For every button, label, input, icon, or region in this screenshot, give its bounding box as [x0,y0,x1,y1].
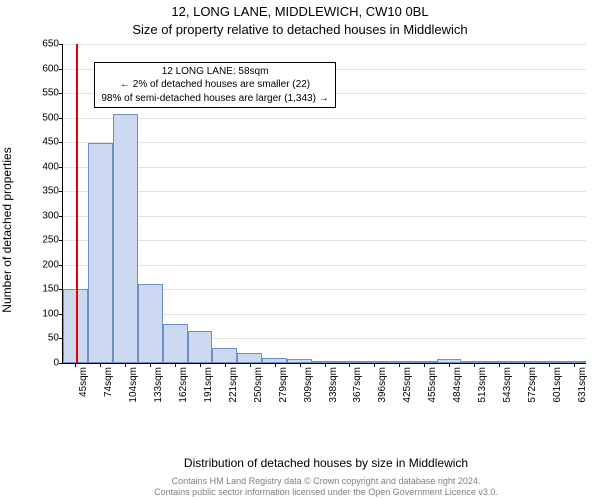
x-tick-label: 455sqm [427,367,438,403]
y-tick-label: 150 [42,284,59,295]
credit-line1: Contains HM Land Registry data © Crown c… [62,476,590,487]
callout-line2: ← 2% of detached houses are smaller (22) [101,78,328,92]
y-tick-mark [59,265,63,266]
y-tick-label: 550 [42,88,59,99]
x-tick-label: 543sqm [502,367,513,403]
x-tick-mark [250,363,251,367]
x-tick-label: 572sqm [527,367,538,403]
x-axis-label: Distribution of detached houses by size … [62,456,590,470]
y-tick-label: 50 [48,333,59,344]
x-tick-mark [549,363,550,367]
chart-title-line1: 12, LONG LANE, MIDDLEWICH, CW10 0BL [0,4,600,19]
y-tick-label: 300 [42,210,59,221]
histogram-bar [163,324,188,363]
x-tick-mark [75,363,76,367]
x-tick-mark [349,363,350,367]
chart-container: 12, LONG LANE, MIDDLEWICH, CW10 0BL Size… [0,0,600,500]
credit-text: Contains HM Land Registry data © Crown c… [62,476,590,499]
y-tick-label: 200 [42,259,59,270]
x-tick-mark [499,363,500,367]
y-axis-label: Number of detached properties [0,65,14,230]
x-tick-mark [325,363,326,367]
x-tick-label: 221sqm [228,367,239,403]
y-tick-label: 500 [42,112,59,123]
x-tick-mark [300,363,301,367]
x-tick-label: 250sqm [253,367,264,403]
x-tick-label: 191sqm [203,367,214,403]
y-tick-mark [59,44,63,45]
gridline [63,167,586,168]
histogram-bar [188,331,213,363]
y-tick-mark [59,69,63,70]
x-tick-label: 162sqm [178,367,189,403]
y-tick-label: 100 [42,308,59,319]
plot-area: 0501001502002503003504004505005506006504… [62,44,586,364]
y-tick-mark [59,363,63,364]
x-tick-label: 631sqm [577,367,588,403]
x-tick-mark [449,363,450,367]
y-tick-label: 400 [42,161,59,172]
x-tick-label: 425sqm [402,367,413,403]
callout-box: 12 LONG LANE: 58sqm← 2% of detached hous… [94,62,335,109]
gridline [63,44,586,45]
x-tick-mark [574,363,575,367]
histogram-bar [212,348,237,363]
histogram-bar [88,143,113,363]
x-tick-label: 513sqm [477,367,488,403]
gridline [63,240,586,241]
x-tick-mark [225,363,226,367]
y-tick-label: 0 [53,358,59,369]
x-tick-label: 396sqm [377,367,388,403]
gridline [63,216,586,217]
x-tick-label: 309sqm [303,367,314,403]
plot: 0501001502002503003504004505005506006504… [62,44,586,412]
y-tick-label: 600 [42,63,59,74]
x-tick-mark [150,363,151,367]
x-tick-label: 45sqm [78,367,89,397]
x-tick-label: 338sqm [328,367,339,403]
x-tick-label: 484sqm [452,367,463,403]
x-tick-label: 367sqm [352,367,363,403]
x-tick-mark [474,363,475,367]
y-tick-mark [59,118,63,119]
x-tick-mark [524,363,525,367]
gridline [63,265,586,266]
gridline [63,142,586,143]
credit-line2: Contains public sector information licen… [62,487,590,498]
y-tick-mark [59,216,63,217]
x-tick-mark [125,363,126,367]
callout-line3: 98% of semi-detached houses are larger (… [101,92,328,106]
y-tick-label: 650 [42,39,59,50]
x-tick-label: 133sqm [153,367,164,403]
x-tick-mark [100,363,101,367]
y-tick-mark [59,142,63,143]
gridline [63,191,586,192]
x-tick-label: 601sqm [552,367,563,403]
reference-line [76,44,78,363]
x-tick-mark [200,363,201,367]
y-tick-mark [59,93,63,94]
x-tick-mark [424,363,425,367]
gridline [63,118,586,119]
x-tick-label: 74sqm [103,367,114,397]
y-tick-label: 450 [42,137,59,148]
x-tick-label: 279sqm [278,367,289,403]
x-tick-mark [399,363,400,367]
histogram-bar [138,284,163,363]
chart-title-line2: Size of property relative to detached ho… [0,22,600,37]
x-tick-label: 104sqm [128,367,139,403]
y-tick-label: 350 [42,186,59,197]
x-tick-mark [275,363,276,367]
histogram-bar [237,353,262,363]
y-tick-mark [59,240,63,241]
histogram-bar [113,114,138,363]
x-tick-mark [175,363,176,367]
callout-line1: 12 LONG LANE: 58sqm [101,65,328,79]
y-tick-mark [59,191,63,192]
x-tick-mark [374,363,375,367]
y-tick-mark [59,167,63,168]
y-tick-label: 250 [42,235,59,246]
